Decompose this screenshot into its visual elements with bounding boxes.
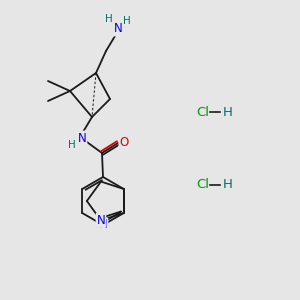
Text: H: H bbox=[223, 106, 233, 118]
Text: H: H bbox=[223, 178, 233, 191]
Text: Cl: Cl bbox=[196, 106, 209, 118]
Text: H: H bbox=[68, 140, 76, 150]
Text: N: N bbox=[78, 131, 86, 145]
Text: N: N bbox=[97, 214, 105, 227]
Text: N: N bbox=[114, 22, 122, 35]
Text: Cl: Cl bbox=[196, 178, 209, 191]
Text: O: O bbox=[119, 136, 129, 148]
Text: H: H bbox=[123, 16, 131, 26]
Text: H: H bbox=[105, 14, 113, 24]
Text: N: N bbox=[99, 218, 107, 232]
